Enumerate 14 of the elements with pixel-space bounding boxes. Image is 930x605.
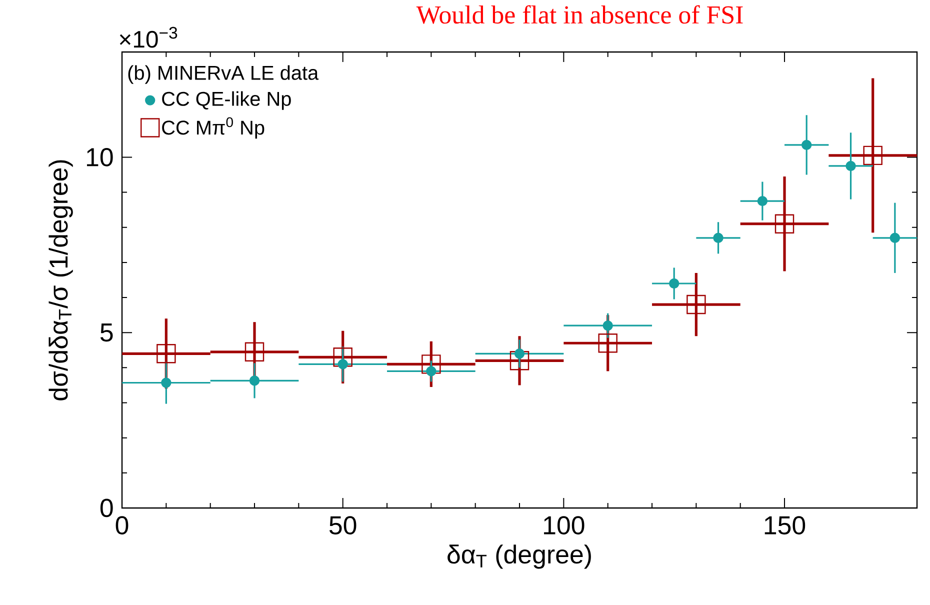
x-tick-label: 150 bbox=[764, 516, 806, 534]
chart-title: Would be flat in absence of FSI bbox=[416, 5, 743, 24]
legend-label: CC QE-like Np bbox=[162, 91, 291, 110]
y-tick-label: 5 bbox=[100, 324, 113, 342]
y-axis-title: dσ/dδα$_{T}$/σ (1/degree) bbox=[48, 160, 73, 400]
legend-title: (b) MINERvA LE data bbox=[128, 65, 319, 84]
x-axis-title: δα$_{T}$ (degree) bbox=[448, 544, 591, 569]
x-tick-label: 50 bbox=[329, 516, 356, 534]
y-tick-label: 10 bbox=[86, 148, 113, 166]
x-tick-label: 100 bbox=[544, 516, 584, 534]
x-tick-label: 0 bbox=[116, 516, 128, 534]
y-tick-label: 0 bbox=[100, 498, 113, 518]
text: ×10$^{−3}$ bbox=[120, 26, 178, 48]
legend-label: CC Mπ$^{0}$ Np bbox=[162, 117, 264, 139]
